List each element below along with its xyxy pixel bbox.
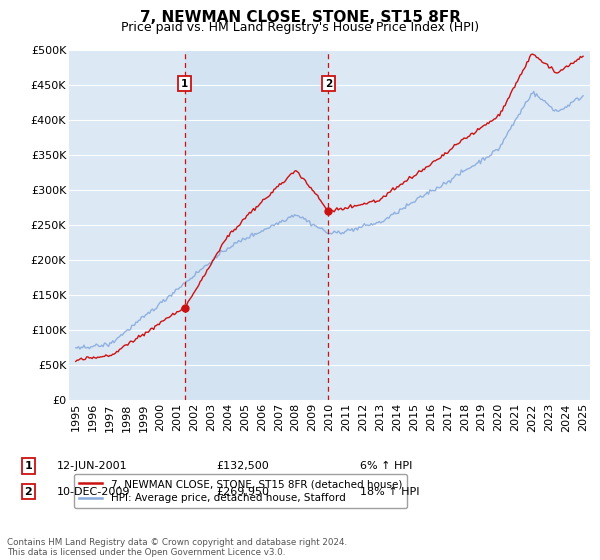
Text: 12-JUN-2001: 12-JUN-2001 [57,461,128,471]
Text: Contains HM Land Registry data © Crown copyright and database right 2024.
This d: Contains HM Land Registry data © Crown c… [7,538,347,557]
Text: Price paid vs. HM Land Registry's House Price Index (HPI): Price paid vs. HM Land Registry's House … [121,21,479,34]
Text: £132,500: £132,500 [216,461,269,471]
Text: 10-DEC-2009: 10-DEC-2009 [57,487,131,497]
Text: 2: 2 [325,78,332,88]
Bar [185,50,328,400]
Text: 2: 2 [25,487,32,497]
Text: 6% ↑ HPI: 6% ↑ HPI [360,461,412,471]
Text: 1: 1 [25,461,32,471]
Text: 18% ↑ HPI: 18% ↑ HPI [360,487,419,497]
Text: 1: 1 [181,78,188,88]
Text: 7, NEWMAN CLOSE, STONE, ST15 8FR: 7, NEWMAN CLOSE, STONE, ST15 8FR [139,10,461,25]
Text: £269,950: £269,950 [216,487,269,497]
Legend: 7, NEWMAN CLOSE, STONE, ST15 8FR (detached house), HPI: Average price, detached : 7, NEWMAN CLOSE, STONE, ST15 8FR (detach… [74,474,407,508]
